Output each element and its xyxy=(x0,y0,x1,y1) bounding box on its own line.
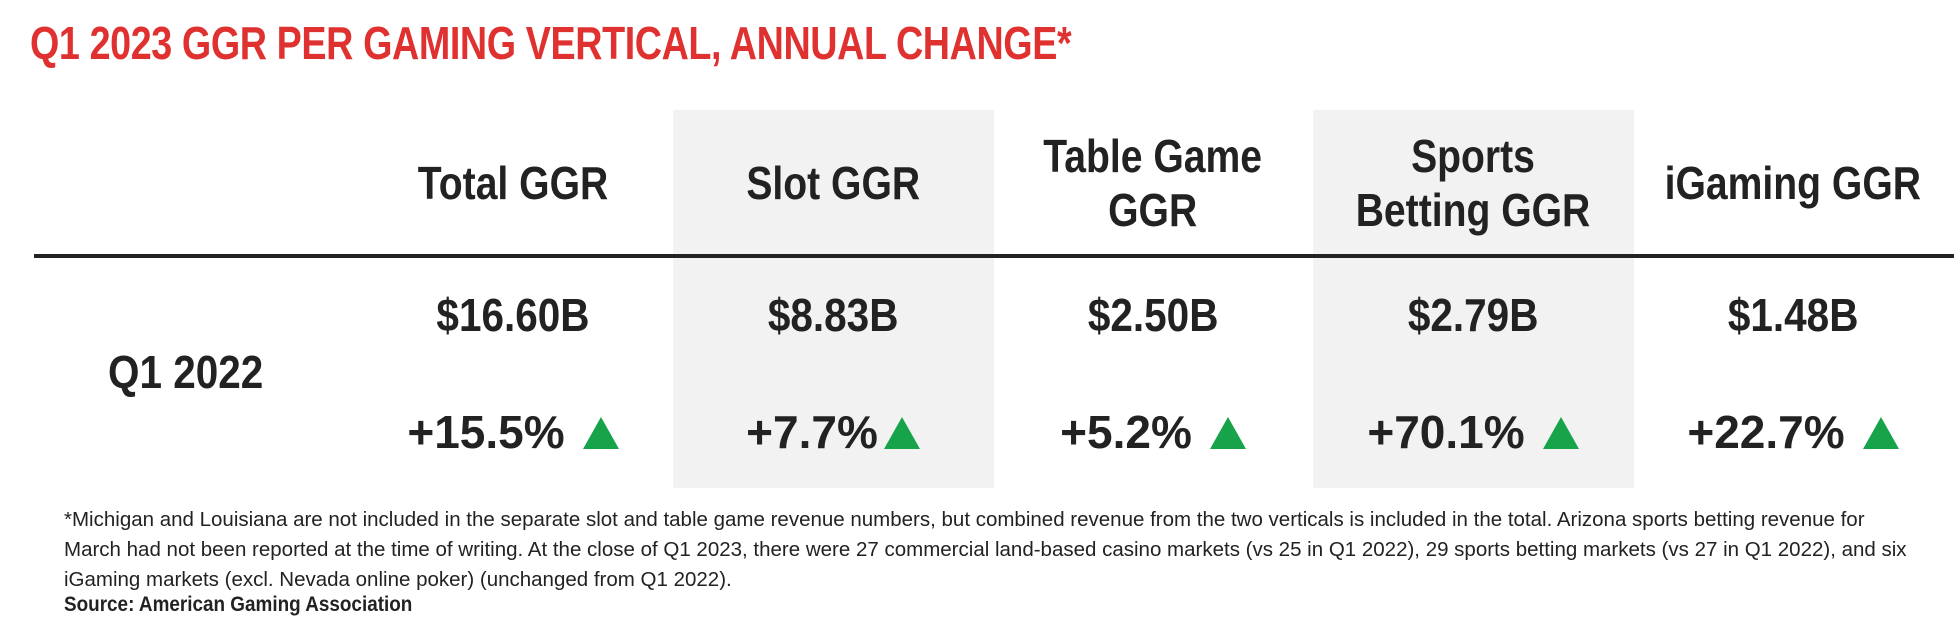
header-divider xyxy=(34,254,1954,258)
igaming-ggr-value-text: $1.48B xyxy=(1727,289,1859,341)
table-game-ggr-change: +5.2% xyxy=(993,405,1313,459)
total-ggr-value-text: $16.60B xyxy=(436,289,590,341)
table-game-ggr-value: $2.50B xyxy=(993,288,1313,342)
sports-betting-ggr-value: $2.79B xyxy=(1313,288,1633,342)
slot-column-shade xyxy=(673,110,994,488)
total-ggr-value: $16.60B xyxy=(353,288,673,342)
header-table-game-ggr: Table Game GGR xyxy=(993,110,1313,256)
igaming-ggr-value: $1.48B xyxy=(1633,288,1953,342)
slot-ggr-value-text: $8.83B xyxy=(767,289,899,341)
up-arrow-icon xyxy=(883,417,920,449)
header-total-ggr-label: Total GGR xyxy=(417,157,609,209)
up-arrow-icon xyxy=(1209,417,1246,449)
sports-betting-ggr-change-text: +70.1% xyxy=(1367,406,1525,458)
header-table-game-ggr-label: Table Game GGR xyxy=(1043,130,1263,236)
slot-ggr-value: $8.83B xyxy=(673,288,993,342)
up-arrow-icon xyxy=(1542,417,1579,449)
slot-ggr-change-text: +7.7% xyxy=(746,406,878,458)
igaming-ggr-change: +22.7% xyxy=(1633,405,1953,459)
slot-ggr-change: +7.7% xyxy=(673,405,993,459)
table-game-ggr-change-text: +5.2% xyxy=(1060,406,1192,458)
header-igaming-ggr-label: iGaming GGR xyxy=(1664,157,1922,209)
footnote: *Michigan and Louisiana are not included… xyxy=(64,508,1907,591)
header-total-ggr: Total GGR xyxy=(353,110,673,256)
sports-betting-ggr-value-text: $2.79B xyxy=(1407,289,1539,341)
sports-betting-ggr-change: +70.1% xyxy=(1313,405,1633,459)
row-label: Q1 2022 xyxy=(108,346,264,398)
up-arrow-icon xyxy=(1862,417,1899,449)
header-slot-ggr: Slot GGR xyxy=(673,110,993,256)
up-arrow-icon xyxy=(582,417,619,449)
header-sports-betting-ggr-label: Sports Betting GGR xyxy=(1355,130,1591,236)
page-title: Q1 2023 GGR PER GAMING VERTICAL, ANNUAL … xyxy=(30,17,1072,69)
total-ggr-change: +15.5% xyxy=(353,405,673,459)
header-igaming-ggr: iGaming GGR xyxy=(1633,110,1953,256)
table-game-ggr-value-text: $2.50B xyxy=(1087,289,1219,341)
sports-column-shade xyxy=(1313,110,1634,488)
total-ggr-change-text: +15.5% xyxy=(407,406,565,458)
header-sports-betting-ggr: Sports Betting GGR xyxy=(1313,110,1633,256)
header-slot-ggr-label: Slot GGR xyxy=(746,157,920,209)
source-note: Source: American Gaming Association xyxy=(64,593,413,616)
igaming-ggr-change-text: +22.7% xyxy=(1687,406,1845,458)
